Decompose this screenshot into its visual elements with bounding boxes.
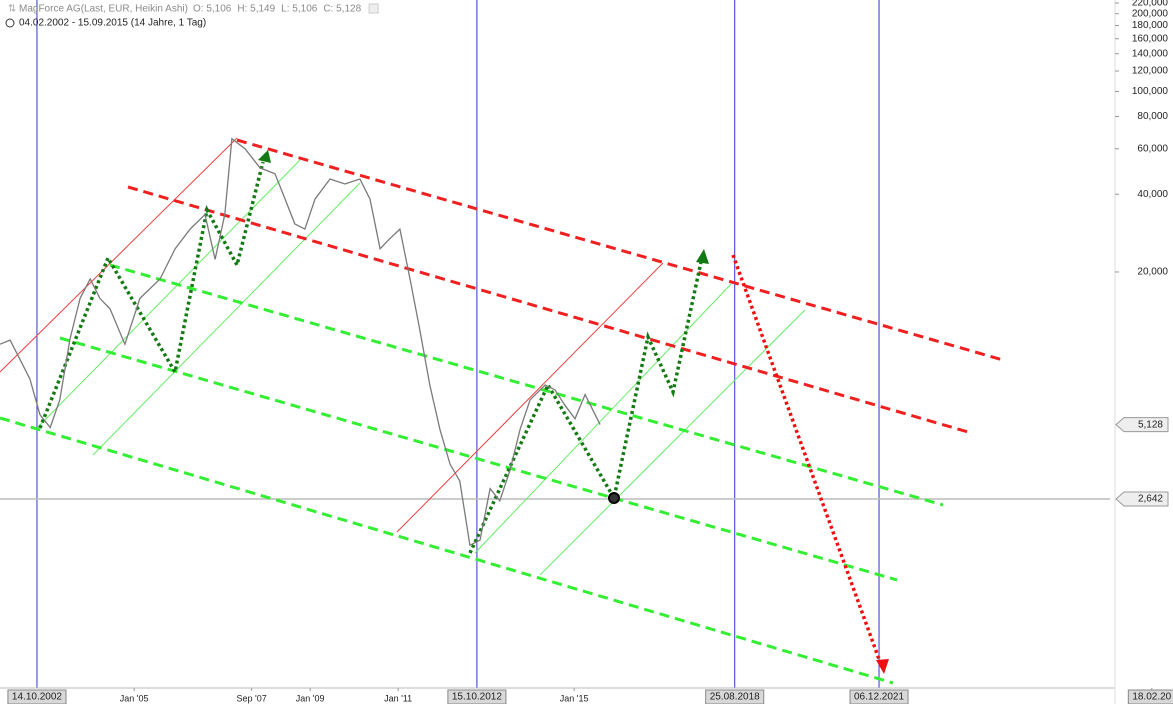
channel-line [109, 263, 944, 507]
price-line [0, 137, 601, 547]
trend-line [396, 262, 664, 533]
x-tick-label: 15.10.2012 [452, 692, 502, 703]
y-tick-label: 40,000 [1137, 189, 1168, 200]
price-label: 2,642 [1138, 494, 1163, 505]
chart-title: MagForce AG(Last, EUR, Heikin Ashi) [19, 4, 188, 15]
price-label: 5,128 [1138, 419, 1163, 430]
plot-layer [0, 137, 601, 547]
chart-title-icon: ⇅ [8, 4, 16, 15]
x-tick-label: Jan '15 [560, 693, 589, 703]
arrow-head [258, 150, 271, 163]
annotations [0, 137, 1004, 685]
ohlc-value: C: 5,128 [323, 4, 361, 15]
y-tick-label: 20,000 [1137, 267, 1168, 278]
arrow-head [696, 249, 709, 264]
clock-icon [5, 18, 15, 28]
ohlc-value: H: 5,149 [237, 4, 275, 15]
x-tick-box [1127, 689, 1173, 704]
trend-line [539, 309, 806, 576]
y-tick-label: 140,000 [1132, 48, 1169, 59]
y-tick-label: 160,000 [1132, 33, 1169, 44]
price-box [1115, 491, 1169, 507]
y-tick-label: 100,000 [1132, 86, 1169, 97]
projection-path [731, 254, 882, 663]
channel-line [0, 416, 894, 685]
ohlc-value: O: 5,106 [193, 4, 232, 15]
y-tick-label: 180,000 [1132, 20, 1169, 31]
x-tick-label: Jan '05 [120, 693, 149, 703]
y-tick-label: 80,000 [1137, 111, 1168, 122]
y-tick-label: 120,000 [1132, 66, 1169, 77]
channel-line [127, 185, 969, 434]
x-tick-box [849, 689, 909, 704]
x-tick-box [447, 689, 507, 704]
settings-icon [368, 3, 379, 14]
channel-line [236, 138, 1004, 362]
x-tick-box [705, 689, 765, 704]
y-tick-label: 220,000 [1132, 0, 1169, 9]
y-tick-label: 60,000 [1137, 143, 1168, 154]
ohlc-value: L: 5,106 [281, 4, 318, 15]
ohlc-legend: O: 5,106 H: 5,149 L: 5,106 C: 5,128 [193, 3, 379, 15]
price-box [1115, 417, 1169, 433]
x-tick-box [7, 689, 67, 704]
channel-line [59, 336, 898, 582]
x-tick-label: Jan '09 [296, 693, 325, 703]
x-tick-label: 14.10.2002 [12, 692, 62, 703]
x-tick-label: Sep '07 [237, 693, 267, 703]
x-tick-label: 06.12.2021 [854, 692, 904, 703]
trend-line [0, 137, 238, 373]
projection-path [468, 261, 703, 554]
x-tick-label: 18.02.20 [1132, 692, 1171, 703]
y-tick-label: 200,000 [1132, 8, 1169, 19]
chart-subtitle: 04.02.2002 - 15.09.2015 (14 Jahre, 1 Tag… [19, 18, 206, 29]
pivot-marker [608, 492, 620, 504]
projection-path [38, 161, 265, 429]
arrow-head [876, 659, 889, 674]
x-tick-label: Jan '11 [384, 693, 412, 703]
x-tick-label: 25.08.2018 [710, 692, 760, 703]
trend-line [36, 159, 301, 429]
trend-line [92, 182, 361, 456]
